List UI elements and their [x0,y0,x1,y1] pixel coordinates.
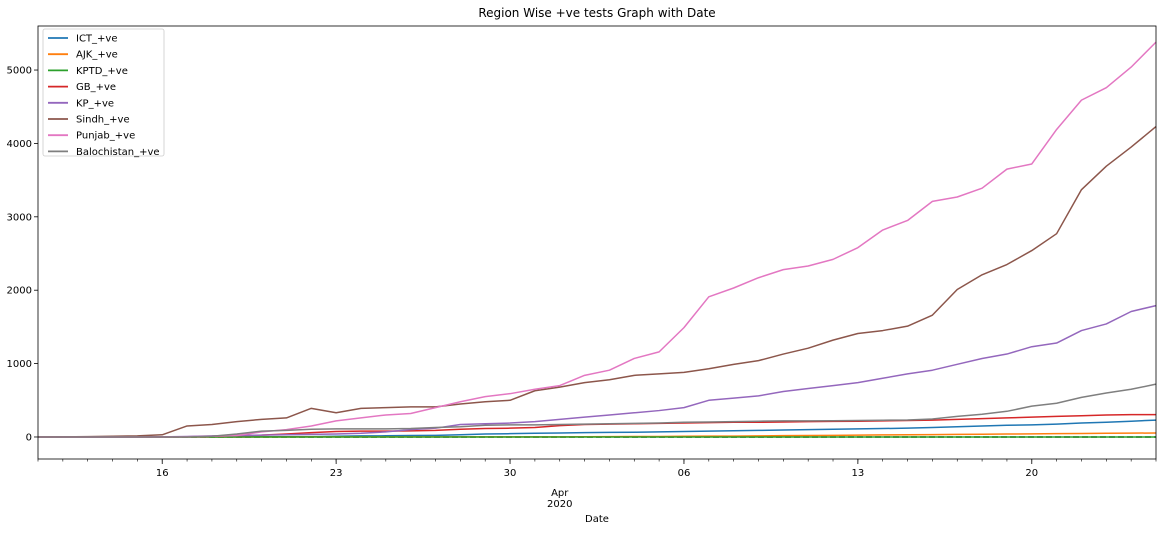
y-tick-label: 0 [26,432,32,443]
plot-area [37,41,1157,438]
legend-label-sindh-ve: Sindh_+ve [76,115,130,126]
y-tick-label: 3000 [7,212,32,223]
x-tick-label: 16 [156,468,169,479]
legend: ICT_+ve AJK_+ve KPTD_+ve GB_+ve KP_+ve Sindh_… [42,28,165,158]
x-year-label: 2020 [547,499,572,510]
y-tick-label: 1000 [7,359,32,370]
series-line-punjab-ve [38,41,1157,438]
x-tick-label: 06 [678,468,691,479]
axes-frame [37,25,1157,460]
legend-label-punjab-ve: Punjab_+ve [76,131,135,142]
legend-box [42,28,165,157]
series-line-balochistan-ve [38,383,1157,438]
x-tick-label: 13 [851,468,864,479]
series-line-sindh-ve [37,125,1157,438]
y-tick-label: 2000 [7,286,32,297]
y-tick-label: 4000 [7,139,32,150]
legend-label-kp-ve: KP_+ve [76,98,114,109]
x-month-label: Apr [551,488,569,499]
chart-title: Region Wise +ve tests Graph with Date [478,6,715,20]
x-tick-label: 30 [504,468,517,479]
x-tick-label: 20 [1025,468,1038,479]
y-tick-label: 5000 [7,66,32,77]
legend-label-ajk-ve: AJK_+ve [76,50,118,61]
legend-label-balochistan-ve: Balochistan_+ve [76,147,160,158]
series-line-kp-ve [38,304,1157,438]
legend-label-ict-ve: ICT_+ve [76,34,118,45]
legend-label-gb-ve: GB_+ve [76,82,116,93]
legend-label-kptd-ve: KPTD_+ve [76,66,128,77]
x-axis-label: Date [585,514,609,525]
x-tick-label: 23 [330,468,343,479]
